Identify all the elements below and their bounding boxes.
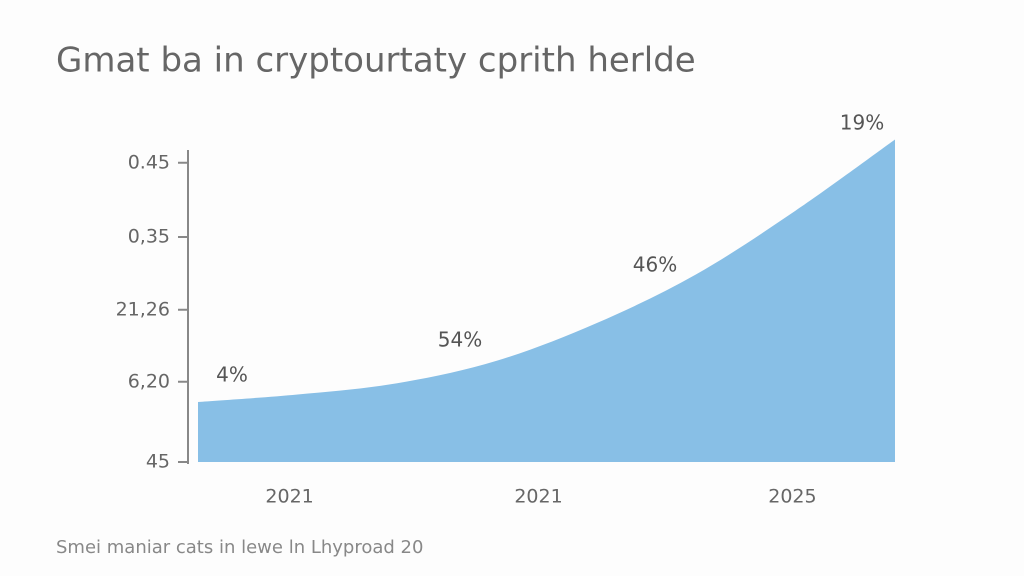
y-tick-label: 0.45 bbox=[128, 151, 170, 173]
chart-title: Gmat ba in cryptourtaty cprith herlde bbox=[56, 41, 696, 81]
area bbox=[198, 139, 895, 462]
x-tick-label: 2021 bbox=[265, 486, 313, 508]
x-tick-label: 2021 bbox=[514, 486, 562, 508]
y-tick-label: 45 bbox=[146, 451, 170, 473]
annotation: 54% bbox=[438, 328, 482, 352]
y-tick-label: 0,35 bbox=[128, 226, 170, 248]
footnote: Smei maniar cats in lewe ln Lhyproad 20 bbox=[56, 537, 423, 558]
annotation: 19% bbox=[840, 111, 884, 135]
y-tick-label: 21,26 bbox=[116, 298, 170, 320]
annotation: 46% bbox=[633, 253, 677, 277]
annotation: 4% bbox=[216, 363, 248, 387]
y-tick-label: 6,20 bbox=[128, 370, 170, 392]
x-tick-label: 2025 bbox=[768, 486, 816, 508]
